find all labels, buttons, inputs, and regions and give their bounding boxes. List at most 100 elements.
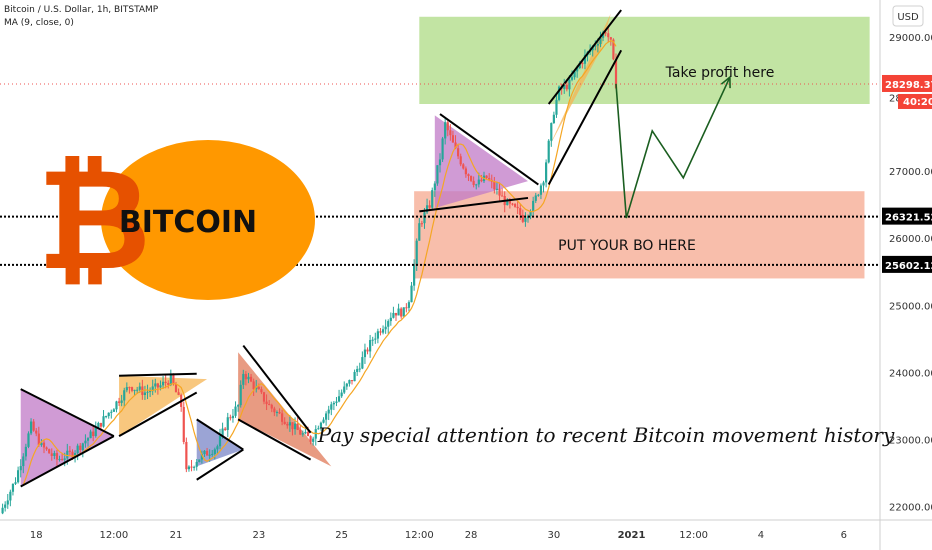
time-tick-label: 2021 [618, 530, 646, 541]
candle [42, 439, 46, 454]
candle [105, 415, 108, 419]
candle-body [423, 212, 426, 224]
candle-body [325, 413, 328, 420]
candle [270, 403, 273, 413]
candle [337, 389, 341, 403]
candle-body [488, 177, 491, 180]
candle-body [469, 175, 473, 181]
candle [130, 386, 134, 393]
candle-body [402, 307, 405, 317]
candle [420, 220, 423, 227]
candle-body [185, 441, 188, 470]
candle-body [229, 417, 232, 419]
candle [369, 334, 372, 358]
candle [296, 416, 299, 431]
candle-body [438, 159, 442, 166]
candle [353, 369, 356, 382]
pattern-triangle-5 [434, 115, 528, 208]
pattern-triangle-4 [238, 352, 332, 467]
candle [312, 436, 315, 446]
candle-body [498, 188, 501, 196]
candle-body [596, 44, 599, 46]
candle [550, 122, 553, 147]
take-profit-label: Take profit here [665, 65, 775, 81]
candle [379, 327, 382, 336]
candle [425, 198, 429, 214]
candle-body [61, 458, 64, 460]
candle-body [537, 194, 540, 196]
candle [128, 386, 131, 394]
candle-body [612, 39, 615, 60]
candle-body [265, 401, 268, 405]
candle [146, 384, 149, 400]
candle-body [244, 373, 247, 380]
candle [335, 396, 338, 407]
candle-body [200, 453, 203, 460]
candle [112, 408, 115, 412]
candle [45, 446, 48, 451]
candle [363, 343, 367, 364]
candle [345, 382, 348, 390]
candle [187, 465, 191, 472]
candle [231, 409, 235, 423]
candle [234, 401, 237, 418]
candle [358, 362, 361, 373]
time-tick-label: 30 [548, 530, 561, 541]
candle-body [174, 384, 178, 393]
candle-body [521, 214, 524, 222]
candle [394, 312, 398, 321]
countdown-tag: 40:20 [903, 97, 932, 108]
candle-body [392, 312, 395, 318]
candle-body [48, 449, 51, 454]
candle-body [172, 374, 175, 385]
candle-body [136, 389, 139, 391]
candle [506, 198, 509, 206]
candle-body [237, 405, 240, 407]
candle-body [565, 84, 568, 90]
candle-body [107, 412, 110, 417]
candle-body [286, 424, 289, 426]
candle-body [27, 433, 30, 447]
candle-body [413, 264, 416, 286]
candle [84, 434, 87, 448]
candle-body [211, 453, 214, 455]
candle [428, 200, 431, 210]
trendline [547, 49, 623, 185]
candle-body [400, 308, 403, 317]
candle-body [350, 380, 354, 382]
candle-body [493, 181, 496, 190]
candle-body [161, 381, 165, 386]
price-tick-label-partial: 28 [889, 93, 902, 104]
candle-body [268, 404, 271, 406]
candle-body [115, 401, 118, 410]
candle-body [224, 428, 227, 430]
candle-body [581, 63, 584, 65]
candle-body [609, 37, 612, 40]
candle [278, 408, 281, 415]
candle-body [454, 142, 457, 149]
candle [451, 130, 455, 143]
candle-body [361, 357, 364, 369]
candle [218, 428, 222, 450]
candle-body [322, 419, 325, 423]
candle [539, 183, 543, 200]
candle-body [120, 400, 123, 403]
currency-button[interactable]: USD [892, 5, 924, 27]
candle-body [332, 402, 335, 405]
candle-body [37, 433, 40, 446]
candle [120, 394, 123, 407]
candle-body [319, 422, 323, 429]
level-2-tag-bg [882, 255, 932, 273]
candle [143, 385, 147, 400]
candle [327, 405, 330, 421]
candle [123, 387, 126, 408]
candle-body [68, 450, 71, 452]
candle-body [381, 329, 385, 333]
candle-body [193, 466, 196, 468]
candle-body [532, 200, 535, 212]
candle-body [607, 33, 610, 38]
candle [133, 389, 136, 396]
candle-body [306, 431, 310, 437]
candle-body [89, 431, 92, 439]
